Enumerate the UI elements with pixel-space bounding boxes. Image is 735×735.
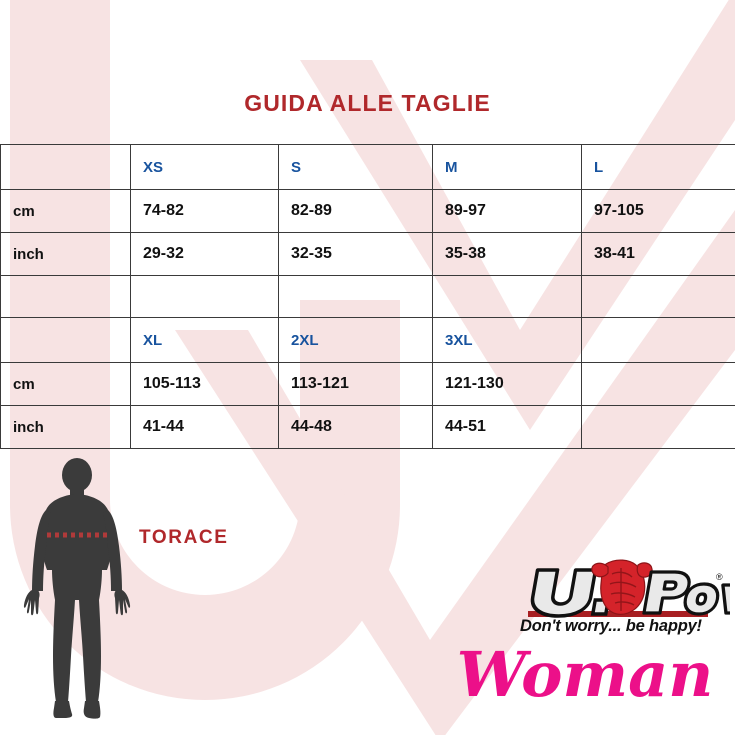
page-title: GUIDA ALLE TAGLIE — [244, 90, 491, 116]
cell-inch-2xl: 44-48 — [278, 405, 433, 449]
table-row-inch-2: inch 41-44 44-48 44-51 — [0, 405, 735, 449]
brand-tagline: Don't worry... be happy! — [520, 617, 702, 635]
header-cell-blank-1 — [0, 144, 131, 190]
cell-cm-3xl: 121-130 — [432, 362, 582, 406]
table-row-header-1: XS S M L — [0, 144, 735, 190]
table-row-cm-2: cm 105-113 113-121 121-130 — [0, 362, 735, 406]
spacer-cell-2 — [278, 275, 433, 318]
registered-mark-icon: ® — [716, 572, 723, 582]
table-row-cm-1: cm 74-82 82-89 89-97 97-105 — [0, 189, 735, 233]
spacer-cell-3 — [432, 275, 582, 318]
cell-cm-l: 97-105 — [581, 189, 735, 233]
header-cell-s: S — [278, 144, 433, 190]
header-cell-blank-3 — [581, 317, 735, 363]
body-silhouette-icon — [23, 458, 131, 719]
woman-collection-wordmark: Woman — [457, 638, 714, 711]
cell-cm-xl: 105-113 — [130, 362, 279, 406]
header-cell-m: M — [432, 144, 582, 190]
cell-cm-xs: 74-82 — [130, 189, 279, 233]
cell-cm-m: 89-97 — [432, 189, 582, 233]
table-row-header-2: XL 2XL 3XL — [0, 317, 735, 363]
table-row-spacer — [0, 275, 735, 318]
header-cell-xs: XS — [130, 144, 279, 190]
cell-inch-l: 38-41 — [581, 232, 735, 276]
spacer-cell-4 — [581, 275, 735, 318]
body-figure — [22, 458, 132, 720]
row-label-inch-2: inch — [0, 405, 131, 449]
cell-inch-s: 32-35 — [278, 232, 433, 276]
header-cell-blank-2 — [0, 317, 131, 363]
brand-logo-block: ® Don't worry... be happy! Woman — [440, 556, 730, 731]
header-cell-xl: XL — [130, 317, 279, 363]
measurement-label-torace: TORACE — [139, 527, 229, 548]
woman-text: Woman — [457, 638, 714, 711]
cell-inch-m: 35-38 — [432, 232, 582, 276]
cell-cm-empty — [581, 362, 735, 406]
header-cell-3xl: 3XL — [432, 317, 582, 363]
row-label-cm-1: cm — [0, 189, 131, 233]
size-chart-table: XS S M L cm 74-82 82-89 89-97 97-105 inc… — [0, 144, 735, 449]
spacer-cell-0 — [0, 275, 131, 318]
cell-cm-s: 82-89 — [278, 189, 433, 233]
spacer-cell-1 — [130, 275, 279, 318]
cell-inch-xl: 41-44 — [130, 405, 279, 449]
cell-inch-empty — [581, 405, 735, 449]
cell-inch-xs: 29-32 — [130, 232, 279, 276]
row-label-inch-1: inch — [0, 232, 131, 276]
header-cell-2xl: 2XL — [278, 317, 433, 363]
cell-cm-2xl: 113-121 — [278, 362, 433, 406]
cell-inch-3xl: 44-51 — [432, 405, 582, 449]
header-cell-l: L — [581, 144, 735, 190]
table-row-inch-1: inch 29-32 32-35 35-38 38-41 — [0, 232, 735, 276]
row-label-cm-2: cm — [0, 362, 131, 406]
